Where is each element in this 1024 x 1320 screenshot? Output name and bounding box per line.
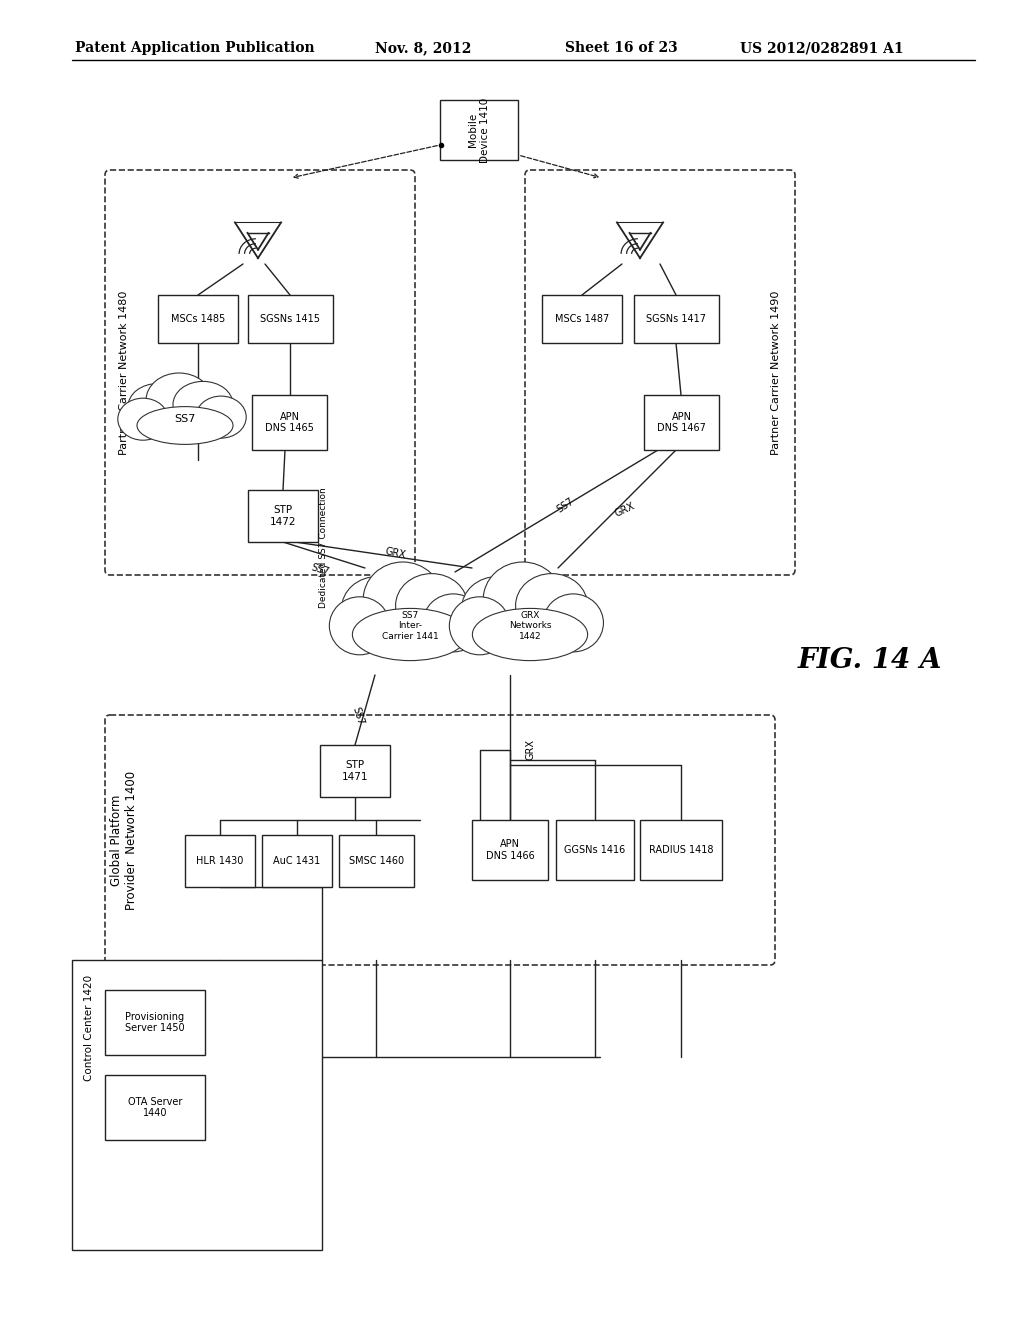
Text: Dedicated SS7 Connection: Dedicated SS7 Connection xyxy=(318,487,328,609)
Bar xyxy=(472,820,548,880)
Text: Provisioning
Server 1450: Provisioning Server 1450 xyxy=(125,1011,184,1034)
Bar xyxy=(644,395,719,450)
Ellipse shape xyxy=(118,399,168,440)
Text: GRX: GRX xyxy=(525,739,535,760)
Bar xyxy=(339,836,414,887)
Text: SMSC 1460: SMSC 1460 xyxy=(349,855,404,866)
Ellipse shape xyxy=(516,574,588,638)
Text: GRX: GRX xyxy=(613,502,637,519)
Text: US 2012/0282891 A1: US 2012/0282891 A1 xyxy=(740,41,903,55)
Text: Control Center 1420: Control Center 1420 xyxy=(84,975,94,1081)
Text: RADIUS 1418: RADIUS 1418 xyxy=(649,845,714,855)
Ellipse shape xyxy=(352,609,468,660)
Bar xyxy=(248,294,333,343)
Text: AuC 1431: AuC 1431 xyxy=(273,855,321,866)
Text: GGSNs 1416: GGSNs 1416 xyxy=(564,845,626,855)
Text: SS7
Inter-
Carrier 1441: SS7 Inter- Carrier 1441 xyxy=(382,611,438,640)
Text: APN
DNS 1467: APN DNS 1467 xyxy=(657,412,706,433)
Text: SGSNs 1417: SGSNs 1417 xyxy=(646,314,707,323)
Bar xyxy=(72,960,322,1250)
Text: GRX
Networks
1442: GRX Networks 1442 xyxy=(509,611,551,640)
Bar xyxy=(248,490,318,543)
Bar xyxy=(542,294,622,343)
Bar xyxy=(252,395,327,450)
Text: HLR 1430: HLR 1430 xyxy=(197,855,244,866)
Ellipse shape xyxy=(450,597,510,655)
Text: STP
1471: STP 1471 xyxy=(342,760,369,781)
Ellipse shape xyxy=(128,384,188,430)
Ellipse shape xyxy=(338,574,482,667)
Text: SGSNs 1415: SGSNs 1415 xyxy=(260,314,321,323)
Ellipse shape xyxy=(330,597,390,655)
Ellipse shape xyxy=(472,609,588,660)
Text: Nov. 8, 2012: Nov. 8, 2012 xyxy=(375,41,471,55)
Ellipse shape xyxy=(196,396,246,438)
Ellipse shape xyxy=(483,562,562,638)
Bar xyxy=(262,836,332,887)
Bar xyxy=(105,1074,205,1140)
Text: Patent Application Publication: Patent Application Publication xyxy=(75,41,314,55)
Text: FIG. 14 A: FIG. 14 A xyxy=(798,647,942,673)
Ellipse shape xyxy=(462,577,534,640)
Text: APN
DNS 1465: APN DNS 1465 xyxy=(265,412,314,433)
Text: OTA Server
1440: OTA Server 1440 xyxy=(128,1097,182,1118)
Text: APN
DNS 1466: APN DNS 1466 xyxy=(485,840,535,861)
Text: Partner Carrier Network 1480: Partner Carrier Network 1480 xyxy=(119,290,129,454)
Text: GRX: GRX xyxy=(384,546,407,560)
Ellipse shape xyxy=(458,574,602,667)
Text: MSCs 1487: MSCs 1487 xyxy=(555,314,609,323)
Bar xyxy=(185,836,255,887)
Ellipse shape xyxy=(423,594,483,652)
Text: Partner Carrier Network 1490: Partner Carrier Network 1490 xyxy=(771,290,781,454)
Text: SS7: SS7 xyxy=(555,496,575,515)
Ellipse shape xyxy=(364,562,442,638)
Text: Mobile
Device 1410: Mobile Device 1410 xyxy=(468,98,489,162)
Ellipse shape xyxy=(173,381,233,428)
Text: SS7: SS7 xyxy=(309,562,331,577)
Ellipse shape xyxy=(395,574,468,638)
Bar xyxy=(640,820,722,880)
Bar xyxy=(158,294,238,343)
Bar xyxy=(556,820,634,880)
Text: SS7: SS7 xyxy=(350,706,366,726)
Bar xyxy=(105,990,205,1055)
Bar xyxy=(440,100,518,160)
Ellipse shape xyxy=(342,577,414,640)
Text: Global Platform
Provider  Network 1400: Global Platform Provider Network 1400 xyxy=(110,771,138,909)
Text: MSCs 1485: MSCs 1485 xyxy=(171,314,225,323)
Bar xyxy=(634,294,719,343)
Ellipse shape xyxy=(125,381,245,449)
Text: STP
1472: STP 1472 xyxy=(269,506,296,527)
Ellipse shape xyxy=(137,407,233,445)
Bar xyxy=(319,744,390,797)
Ellipse shape xyxy=(543,594,603,652)
Ellipse shape xyxy=(146,374,212,428)
Text: Sheet 16 of 23: Sheet 16 of 23 xyxy=(565,41,678,55)
Text: SS7: SS7 xyxy=(174,414,196,424)
